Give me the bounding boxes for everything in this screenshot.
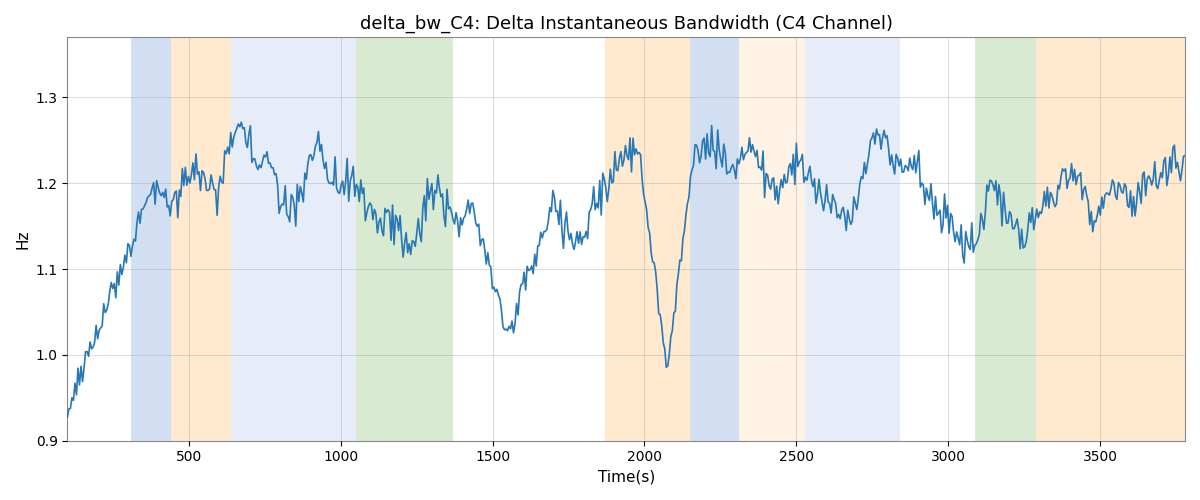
Bar [131,38,170,440]
Bar [605,38,690,440]
Bar [1036,38,1186,440]
Bar [170,38,232,440]
Title: delta_bw_C4: Delta Instantaneous Bandwidth (C4 Channel): delta_bw_C4: Delta Instantaneous Bandwid… [360,15,893,34]
Bar [690,38,738,440]
X-axis label: Time(s): Time(s) [598,470,655,485]
Bar [738,38,805,440]
Bar [232,38,356,440]
Y-axis label: Hz: Hz [16,230,30,249]
Bar [976,38,1036,440]
Bar [356,38,454,440]
Bar [805,38,900,440]
